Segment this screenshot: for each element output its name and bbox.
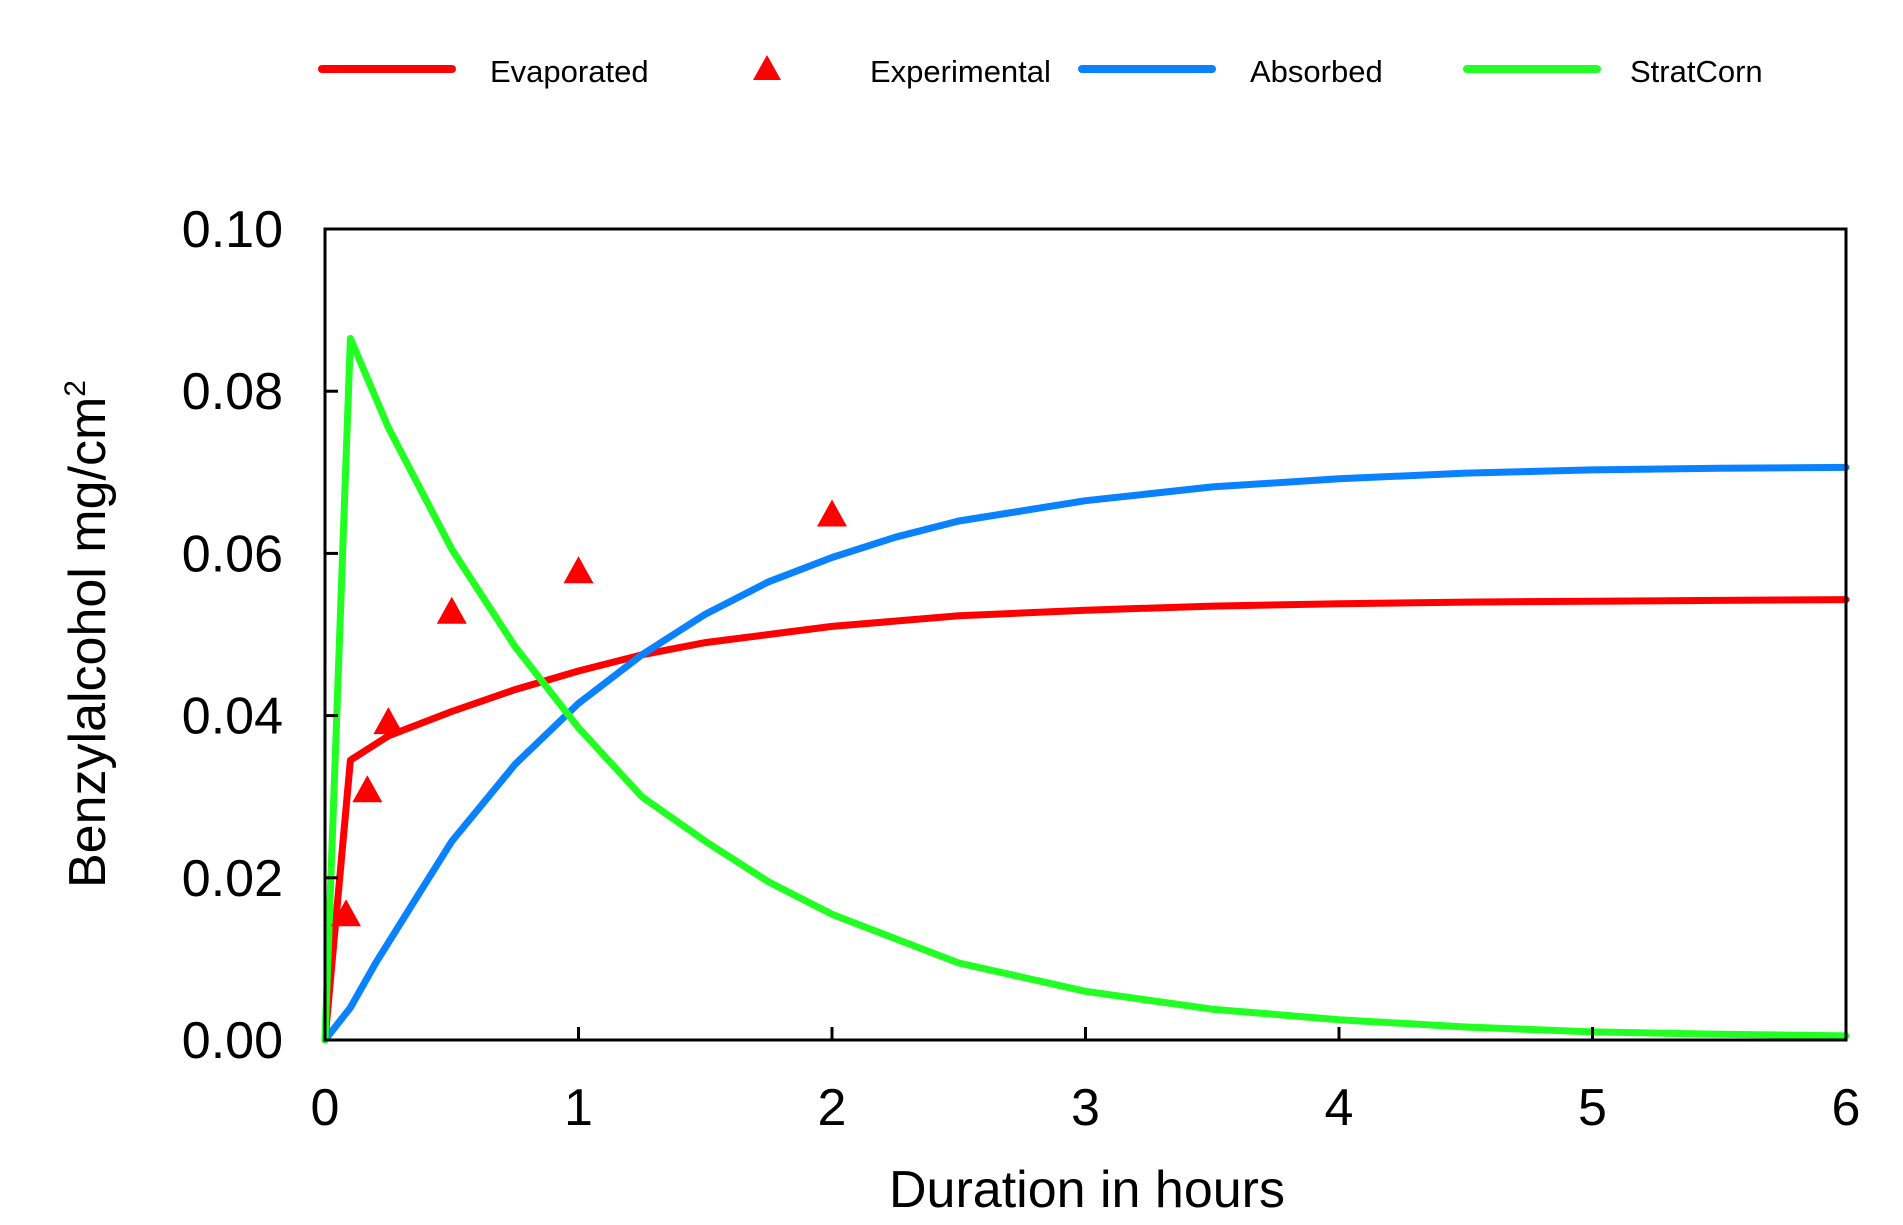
y-tick-label: 0.02 [182, 850, 283, 908]
experimental-point [352, 775, 383, 803]
series-line-absorbed [321, 463, 1850, 1044]
experimental-point [373, 707, 404, 735]
legend-item-stratcorn: StratCorn [1463, 54, 1763, 89]
y-axis-title: Benzylalcohol mg/cm2 [59, 380, 117, 888]
plot-frame [323, 227, 1848, 1042]
series-layer [321, 335, 1850, 1044]
legend: Evaporated Experimental Absorbed StratCorn [318, 54, 1763, 89]
x-axis: 0 1 2 3 4 5 6 [311, 1027, 1861, 1137]
series-line-stratcorn [321, 335, 1850, 1044]
experimental-point [563, 556, 594, 584]
y-tick-label: 0.04 [182, 688, 283, 746]
experimental-point [436, 596, 467, 624]
y-tick-label: 0.08 [182, 363, 283, 421]
y-tick-label: 0.00 [182, 1012, 283, 1070]
legend-label: StratCorn [1630, 54, 1763, 89]
y-tick-label: 0.10 [182, 201, 283, 259]
y-tick-label: 0.06 [182, 525, 283, 583]
legend-item-absorbed: Absorbed [1078, 54, 1383, 89]
legend-marker [753, 55, 781, 80]
legend-label: Absorbed [1250, 54, 1383, 89]
x-tick-label: 1 [564, 1079, 593, 1137]
x-tick-label: 5 [1578, 1079, 1607, 1137]
x-tick-label: 2 [818, 1079, 847, 1137]
experimental-point [331, 899, 362, 927]
x-tick-label: 3 [1071, 1079, 1100, 1137]
series-line-evaporated [321, 596, 1850, 1044]
y-axis-title-superscript: 2 [59, 380, 92, 397]
experimental-point [817, 499, 847, 527]
legend-label: Evaporated [490, 54, 649, 89]
x-tick-label: 6 [1832, 1079, 1861, 1137]
x-tick-label: 0 [311, 1079, 340, 1137]
y-axis-title-main: Benzylalcohol mg/cm [59, 397, 117, 888]
legend-item-evaporated: Evaporated [318, 54, 649, 89]
x-axis-title: Duration in hours [889, 1161, 1285, 1219]
legend-label: Experimental [870, 54, 1051, 89]
y-axis: 0.00 0.02 0.04 0.06 0.08 0.10 [182, 201, 338, 1070]
legend-item-experimental: Experimental [753, 54, 1051, 89]
x-tick-label: 4 [1325, 1079, 1354, 1137]
